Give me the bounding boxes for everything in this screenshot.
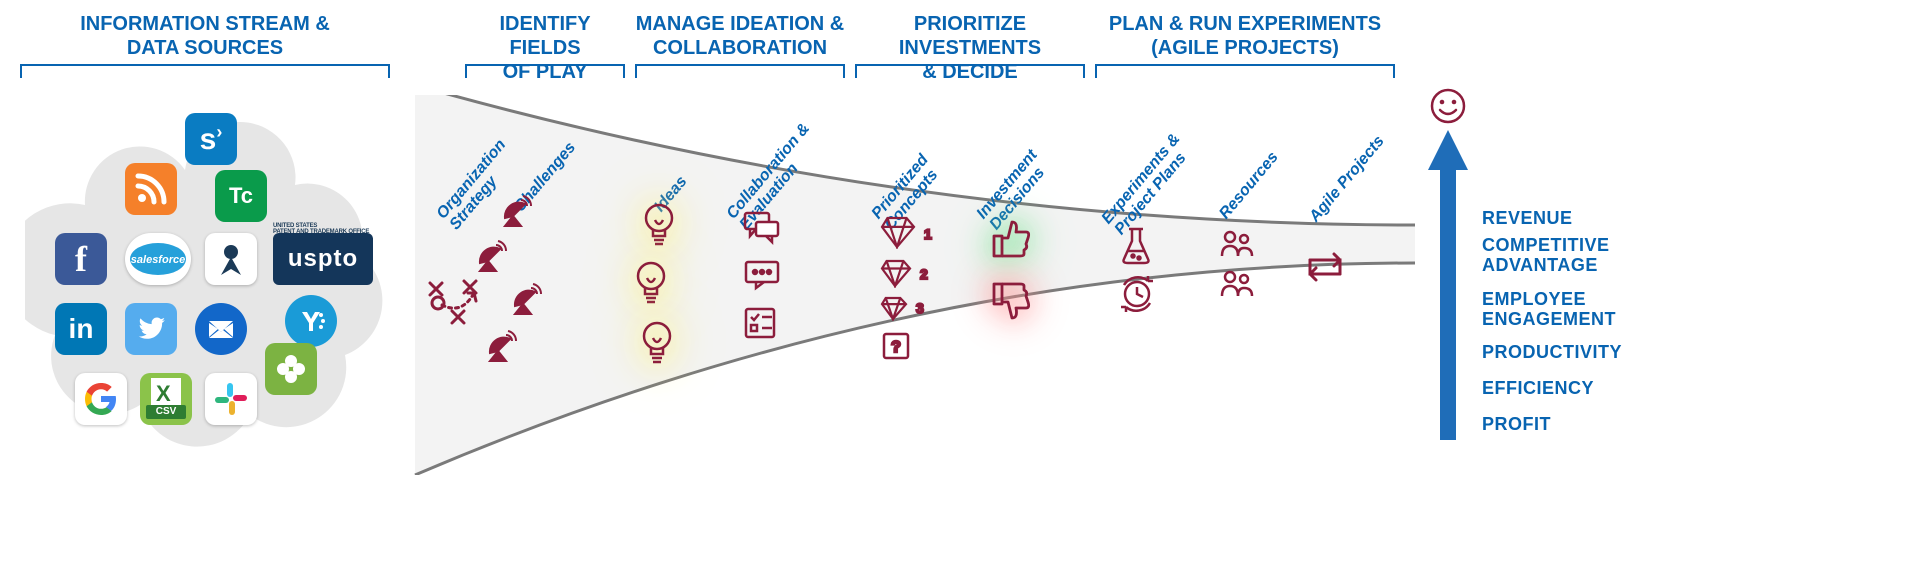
section-title-line2: COLLABORATION bbox=[635, 36, 845, 60]
people-icon-0 bbox=[1218, 228, 1256, 260]
section-title-line1: PRIORITIZE INVESTMENTS bbox=[855, 12, 1085, 60]
section-header-2: MANAGE IDEATION &COLLABORATION bbox=[635, 12, 845, 60]
yammer-icon bbox=[285, 295, 337, 347]
people-icon-1 bbox=[1218, 268, 1256, 300]
strategy-play-icon bbox=[428, 275, 486, 325]
radar-icon-0 bbox=[495, 190, 535, 230]
svg-text:2: 2 bbox=[920, 266, 928, 282]
outcome-line: COMPETITIVE bbox=[1482, 236, 1610, 256]
email-icon bbox=[195, 303, 247, 355]
section-title-line1: MANAGE IDEATION & bbox=[635, 12, 845, 36]
flask-icon bbox=[1118, 225, 1154, 265]
facebook-icon: f bbox=[55, 233, 107, 285]
radar-icon-2 bbox=[505, 278, 545, 318]
section-bracket-0 bbox=[20, 64, 390, 78]
section-title-line1: PLAN & RUN EXPERIMENTS bbox=[1095, 12, 1395, 36]
section-bracket-2 bbox=[635, 64, 845, 78]
concept-unknown-icon: ? bbox=[880, 330, 912, 362]
svg-text:1: 1 bbox=[924, 226, 932, 242]
concept-diamond-2-icon: 2 bbox=[880, 258, 932, 288]
outcome-line: ENGAGEMENT bbox=[1482, 310, 1616, 330]
lightbulb-icon-1 bbox=[630, 258, 672, 306]
outcome-3: PRODUCTIVITY bbox=[1482, 342, 1622, 363]
thumbs-up-icon bbox=[988, 218, 1032, 260]
data-sources-cloud: s›Tc f salesforce UNITED STATESPATENT AND T… bbox=[25, 95, 395, 465]
concept-diamond-3-icon: 3 bbox=[880, 295, 928, 321]
excel-csv-icon: XCSV bbox=[140, 373, 192, 425]
section-title-line1: IDENTIFY FIELDS bbox=[465, 12, 625, 60]
rss-icon bbox=[125, 163, 177, 215]
google-icon bbox=[75, 373, 127, 425]
section-header-0: INFORMATION STREAM &DATA SOURCES bbox=[20, 12, 390, 60]
outcome-line: ADVANTAGE bbox=[1482, 256, 1610, 276]
sharepoint-icon: s› bbox=[185, 113, 237, 165]
section-title-line2: (AGILE PROJECTS) bbox=[1095, 36, 1395, 60]
section-bracket-3 bbox=[855, 64, 1085, 78]
linkedin-icon: in bbox=[55, 303, 107, 355]
section-title-line1: INFORMATION STREAM & bbox=[20, 12, 390, 36]
chat-dots-icon bbox=[742, 258, 782, 292]
outcome-arrow bbox=[1428, 130, 1468, 440]
salesforce-icon: salesforce bbox=[125, 233, 191, 285]
chat-two-icon bbox=[742, 210, 782, 246]
section-bracket-1 bbox=[465, 64, 625, 78]
outcome-5: PROFIT bbox=[1482, 414, 1551, 435]
section-title-line2: DATA SOURCES bbox=[20, 36, 390, 60]
radar-icon-1 bbox=[470, 235, 510, 275]
outcome-1: COMPETITIVEADVANTAGE bbox=[1482, 236, 1610, 276]
lightbulb-icon-0 bbox=[638, 200, 680, 248]
svg-text:salesforce: salesforce bbox=[131, 254, 185, 266]
smiley-icon bbox=[1430, 88, 1466, 124]
thumbs-down-icon bbox=[988, 280, 1032, 322]
green-app-icon bbox=[265, 343, 317, 395]
checklist-icon bbox=[742, 305, 778, 341]
slack-icon bbox=[205, 373, 257, 425]
clock-refresh-icon bbox=[1118, 275, 1156, 313]
outcome-4: EFFICIENCY bbox=[1482, 378, 1594, 399]
svg-text:?: ? bbox=[891, 339, 901, 356]
concept-diamond-1-icon: 1 bbox=[880, 215, 936, 249]
outcome-2: EMPLOYEEENGAGEMENT bbox=[1482, 290, 1616, 330]
uspto-icon: UNITED STATESPATENT AND TRADEMARK OFFICE… bbox=[273, 233, 373, 285]
svg-text:3: 3 bbox=[916, 300, 924, 316]
user-x-icon bbox=[205, 233, 257, 285]
outcome-line: EMPLOYEE bbox=[1482, 290, 1616, 310]
section-header-4: PLAN & RUN EXPERIMENTS(AGILE PROJECTS) bbox=[1095, 12, 1395, 60]
techcrunch-icon: Tc bbox=[215, 170, 267, 222]
outcome-0: REVENUE bbox=[1482, 208, 1573, 229]
lightbulb-icon-2 bbox=[636, 318, 678, 366]
radar-icon-3 bbox=[480, 325, 520, 365]
agile-loop-icon bbox=[1300, 248, 1350, 286]
section-bracket-4 bbox=[1095, 64, 1395, 78]
twitter-icon bbox=[125, 303, 177, 355]
